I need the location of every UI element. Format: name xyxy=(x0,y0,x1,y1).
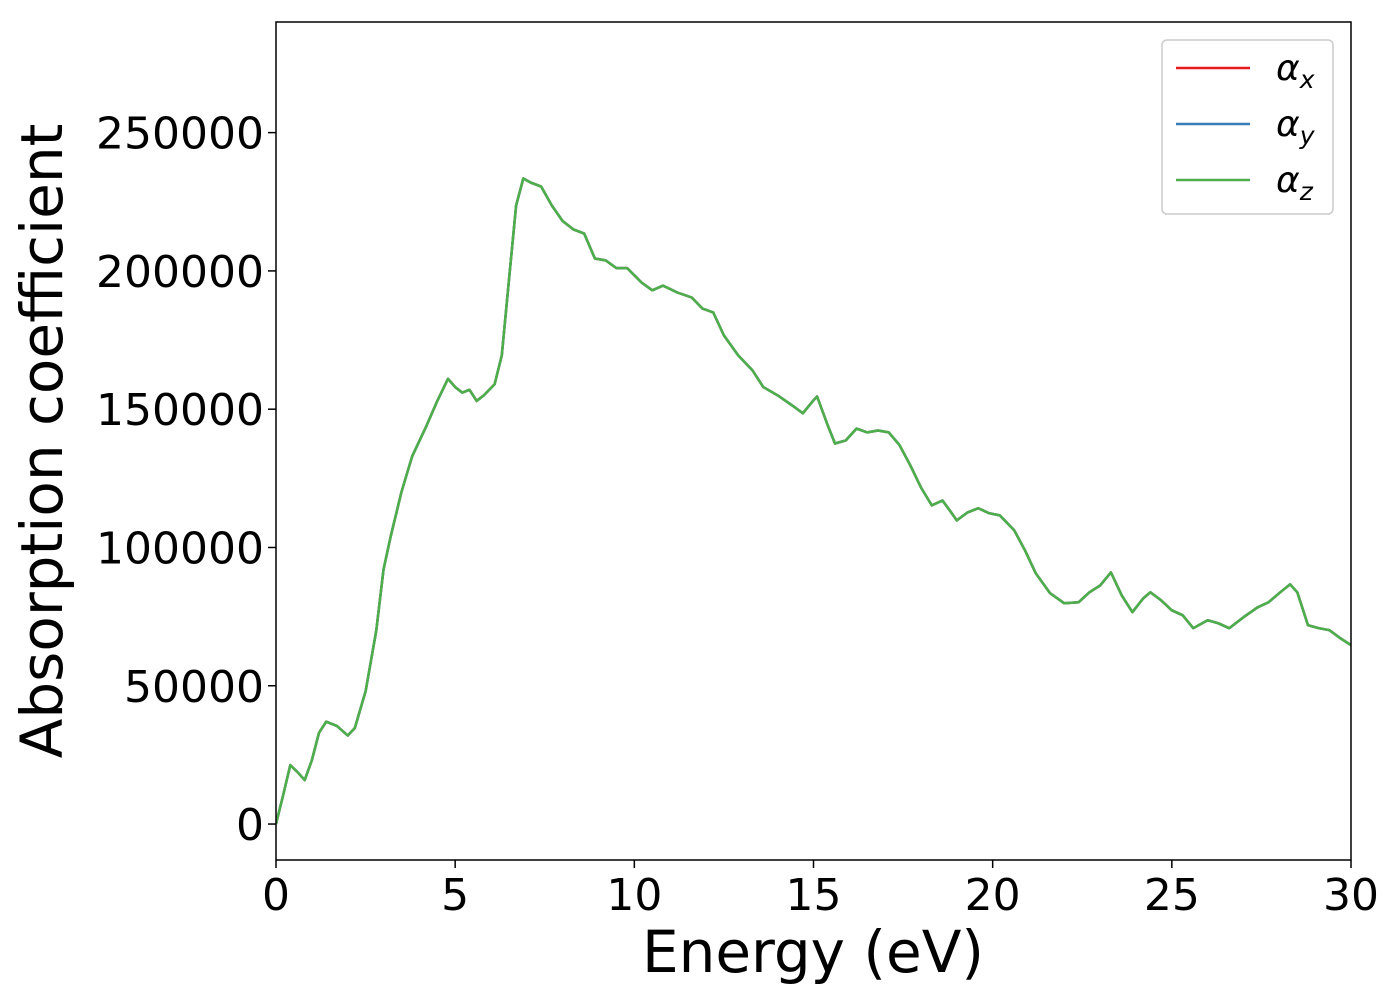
legend-box xyxy=(1161,39,1334,215)
x-tick-label: 10 xyxy=(606,870,662,921)
x-axis-label: Energy (eV) xyxy=(642,918,984,986)
x-tick-label: 15 xyxy=(786,870,842,921)
x-tick-label: 0 xyxy=(262,870,290,921)
y-tick-label: 0 xyxy=(236,800,264,851)
plot-frame xyxy=(275,21,1352,861)
y-tick-label: 150000 xyxy=(96,385,264,436)
y-axis-label: Absorption coefficient xyxy=(8,124,76,759)
x-tick-label: 20 xyxy=(965,870,1021,921)
y-tick-label: 100000 xyxy=(96,523,264,574)
x-tick-label: 25 xyxy=(1144,870,1200,921)
y-tick-label: 250000 xyxy=(96,109,264,160)
x-tick-label: 5 xyxy=(441,870,469,921)
y-tick-label: 50000 xyxy=(124,662,264,713)
data-line xyxy=(276,177,1351,825)
data-line xyxy=(276,177,1351,825)
data-line xyxy=(276,177,1351,825)
legend-label: αz xyxy=(1276,160,1314,206)
legend-label: αx xyxy=(1276,48,1315,94)
legend-label: αy xyxy=(1276,104,1316,150)
y-tick-label: 200000 xyxy=(96,247,264,298)
x-tick-label: 30 xyxy=(1323,870,1379,921)
